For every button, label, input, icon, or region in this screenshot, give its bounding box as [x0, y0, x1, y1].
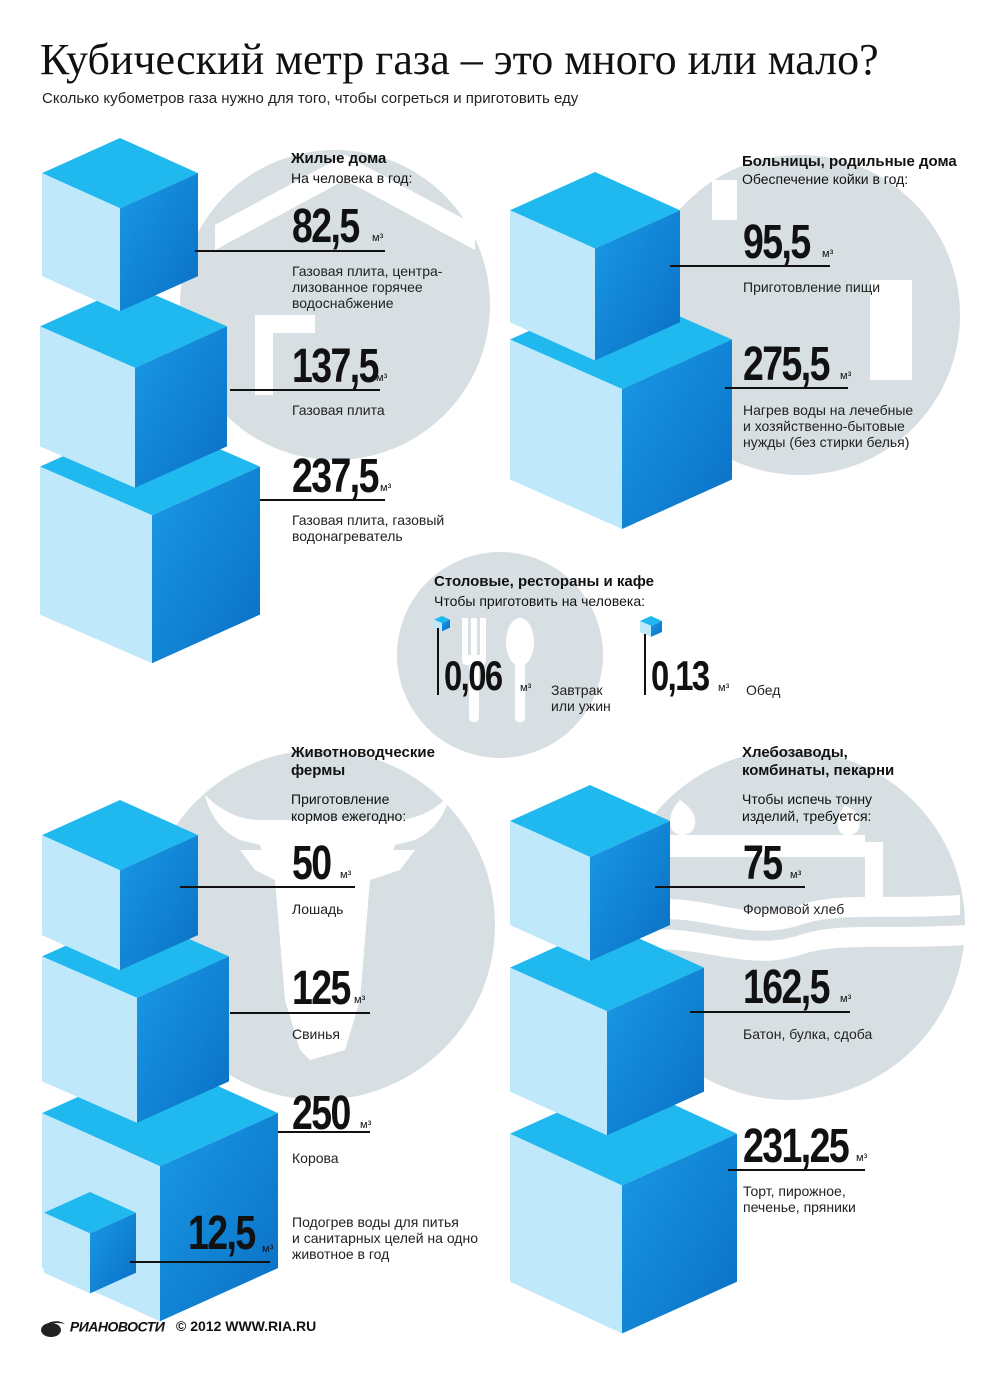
bakeries-subtitle: Чтобы испечь тонну изделий, требуется:: [742, 791, 873, 824]
bread-icon: [615, 800, 965, 961]
farms-value-3: 250: [292, 1087, 351, 1140]
bakeries-value-3: 231,25: [743, 1120, 850, 1173]
hospitals-cube-1: [510, 172, 680, 361]
farms-desc-4: Подогрев воды для питья и санитарных целе…: [292, 1214, 478, 1262]
leader-lines: [130, 250, 865, 1263]
unit-label: м³: [360, 1119, 372, 1131]
unit-label: м³: [840, 370, 852, 382]
unit-label: м³: [340, 869, 352, 881]
hospitals-subtitle: Обеспечение койки в год:: [742, 171, 909, 187]
hospitals-value-1: 95,5: [743, 216, 811, 269]
farms-desc-3: Корова: [292, 1150, 339, 1166]
cafes-title: Столовые, рестораны и кафе: [434, 573, 654, 590]
bakeries-desc-3: Торт, пирожное, печенье, пряники: [743, 1183, 856, 1215]
cafes-value-2: 0,13: [651, 652, 710, 699]
ria-logo: РИАНОВОСТИ: [40, 1318, 165, 1338]
farms-value-4: 12,5: [188, 1207, 256, 1260]
bakeries-desc-2: Батон, булка, сдоба: [743, 1026, 873, 1042]
farms-value-1: 50: [292, 837, 332, 890]
residential-cube-2: [40, 285, 227, 488]
cafes-cube-2: [640, 616, 662, 637]
farms-subtitle: Приготовление кормов ежегодно:: [291, 791, 407, 824]
page-title: Кубический метр газа – это много или мал…: [40, 35, 879, 84]
farms-cube-1: [42, 800, 198, 971]
unit-label: м³: [840, 993, 852, 1005]
bakeries-cube-3: [510, 1082, 737, 1334]
unit-label: м³: [354, 994, 366, 1006]
farms-desc-1: Лошадь: [292, 901, 344, 917]
residential-value-2: 137,5: [292, 340, 379, 393]
cube-stacks: [40, 138, 737, 1334]
cafes-value-1: 0,06: [444, 652, 503, 699]
hospitals-desc-2: Нагрев воды на лечебные и хозяйственно-бы…: [743, 402, 914, 450]
hospitals-title: Больницы, родильные дома: [742, 153, 957, 170]
residential-title: Жилые дома: [291, 150, 387, 167]
unit-label: м³: [822, 248, 834, 260]
bakeries-value-2: 162,5: [743, 961, 830, 1014]
cafes-desc-2: Обед: [746, 682, 781, 698]
farms-cube-4: [44, 1192, 136, 1294]
fork-icon: [462, 618, 486, 722]
residential-value-3: 237,5: [292, 450, 379, 503]
farms-desc-2: Свинья: [292, 1026, 340, 1042]
bakeries-cube-2: [510, 924, 704, 1136]
cow-icon: [205, 795, 450, 1060]
residential-desc-2: Газовая плита: [292, 402, 385, 418]
spoon-icon: [506, 618, 534, 722]
page-subtitle: Сколько кубометров газа нужно для того, …: [42, 90, 579, 107]
hospitals-value-2: 275,5: [743, 338, 830, 391]
farms-title: Животноводческие фермы: [291, 744, 435, 779]
residential-desc-1: Газовая плита, центра-лизованное горячее…: [292, 263, 443, 311]
copyright: © 2012 WWW.RIA.RU: [176, 1318, 317, 1334]
hospitals-desc-1: Приготовление пищи: [743, 279, 881, 295]
cafes-bg-circle: [397, 552, 603, 758]
unit-label: м³: [520, 682, 532, 694]
bakeries-title: Хлебозаводы, комбинаты, пекарни: [742, 744, 895, 779]
cafes-subtitle: Чтобы приготовить на человека:: [434, 593, 646, 609]
cafes-cube-1: [434, 616, 450, 632]
unit-label: м³: [372, 232, 384, 244]
residential-desc-3: Газовая плита, газовый водонагреватель: [292, 512, 445, 544]
residential-value-1: 82,5: [292, 200, 360, 253]
unit-label: м³: [380, 482, 392, 494]
cafes-desc-1: Завтрак или ужин: [551, 682, 611, 714]
bakeries-desc-1: Формовой хлеб: [743, 901, 845, 917]
unit-label: м³: [856, 1152, 868, 1164]
unit-label: м³: [790, 869, 802, 881]
unit-label: м³: [376, 372, 388, 384]
bakeries-cube-1: [510, 785, 670, 961]
residential-cube-1: [42, 138, 198, 312]
house-icon: [215, 155, 475, 395]
ria-logo-icon: [41, 1321, 65, 1337]
hospital-cross-icon: [712, 180, 912, 380]
residential-subtitle: На человека в год:: [291, 170, 413, 186]
unit-label: м³: [718, 682, 730, 694]
unit-label: м³: [262, 1243, 274, 1255]
bakeries-value-1: 75: [743, 837, 783, 890]
farms-value-2: 125: [292, 962, 351, 1015]
